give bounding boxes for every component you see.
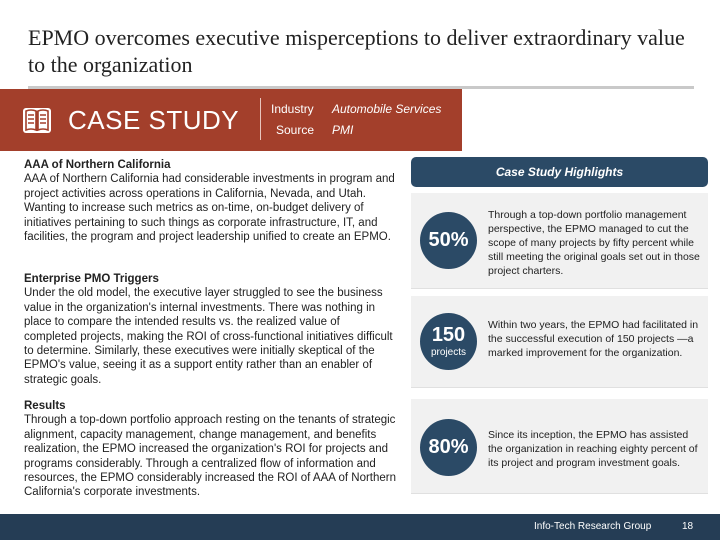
section-heading: Enterprise PMO Triggers bbox=[24, 273, 159, 285]
stat-value: 80% bbox=[428, 436, 469, 458]
highlight-text: Through a top-down portfolio management … bbox=[488, 209, 700, 277]
section-heading: AAA of Northern California bbox=[24, 159, 171, 171]
stat-unit: projects bbox=[430, 347, 466, 358]
section-triggers: Enterprise PMO Triggers Under the old mo… bbox=[24, 272, 396, 387]
slide-title: EPMO overcomes executive misperceptions … bbox=[28, 25, 685, 77]
title-divider bbox=[28, 86, 694, 89]
stat-badge: 150 projects bbox=[420, 313, 477, 370]
footer-bar: Info-Tech Research Group 18 bbox=[0, 514, 720, 540]
stat-badge: 80% bbox=[420, 419, 477, 476]
section-background: AAA of Northern California AAA of Northe… bbox=[24, 158, 396, 244]
section-body: Through a top-down portfolio approach re… bbox=[24, 414, 397, 499]
highlight-text: Since its inception, the EPMO has assist… bbox=[488, 429, 698, 469]
stat-value: 150 bbox=[431, 324, 466, 346]
case-study-banner: CASE STUDY Industry Automobile Services … bbox=[0, 89, 462, 151]
stat-value: 50% bbox=[428, 229, 469, 251]
page-number: 18 bbox=[682, 521, 694, 532]
case-study-label: CASE STUDY bbox=[68, 105, 240, 135]
section-body: Under the old model, the executive layer… bbox=[24, 287, 393, 386]
open-book-icon bbox=[23, 108, 51, 133]
section-results: Results Through a top-down portfolio app… bbox=[24, 399, 396, 500]
industry-value: Automobile Services bbox=[332, 102, 442, 116]
source-key: Source bbox=[276, 123, 315, 137]
industry-key: Industry bbox=[271, 102, 314, 116]
highlight-item: 50% Through a top-down portfolio managem… bbox=[411, 193, 708, 289]
highlights-header: Case Study Highlights bbox=[411, 157, 708, 187]
source-value: PMI bbox=[332, 123, 354, 137]
highlight-item: 80% Since its inception, the EPMO has as… bbox=[411, 399, 708, 494]
section-body: AAA of Northern California had considera… bbox=[24, 173, 395, 244]
section-heading: Results bbox=[24, 400, 66, 412]
stat-badge: 50% bbox=[420, 212, 477, 269]
footer-org: Info-Tech Research Group bbox=[534, 521, 652, 532]
highlight-text: Within two years, the EPMO had facilitat… bbox=[488, 319, 699, 359]
highlight-item: 150 projects Within two years, the EPMO … bbox=[411, 296, 708, 388]
banner-divider bbox=[260, 98, 261, 140]
